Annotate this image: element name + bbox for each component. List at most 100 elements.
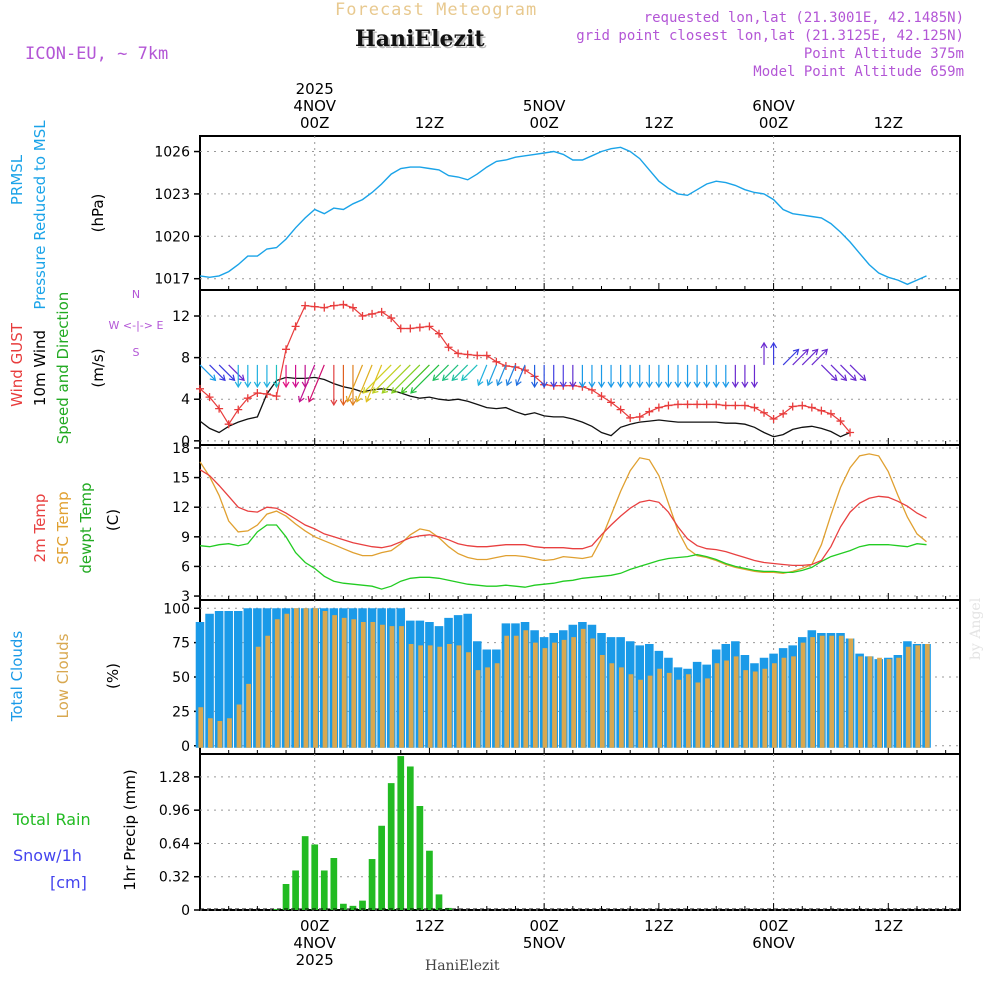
low-cloud-bar [380,624,385,748]
wind-arrow-shaft [346,364,364,402]
wind-arrow-head [645,381,653,389]
low-cloud-bar [867,656,873,748]
low-cloud-bar [705,678,710,748]
wind-arrow-head [770,341,778,349]
gust-marker [836,417,845,426]
snow-unit: [cm] [50,873,87,892]
gust-marker [750,403,759,412]
gust-marker [807,403,816,412]
low-cloud-bar [274,619,280,748]
wind-arrow-head [228,374,236,382]
wind-arrow-shaft [308,364,325,402]
total-cloud-bar [214,611,224,748]
wind-arrow-shaft [199,364,216,381]
wind-arrow-head [496,379,503,387]
wind-arrow-shaft [356,364,373,402]
low-clouds-label: Low Clouds [54,633,72,718]
gust-marker [597,392,606,401]
wind-arrow-head [703,381,711,389]
wind-arrow-head [569,381,577,389]
y-tick-label-temperature: 15 [172,471,190,487]
wind-arrow-head [840,374,848,382]
wind-arrow-head [831,374,838,382]
wind-arrow-shaft [792,349,809,366]
low-cloud-bar [800,642,806,748]
gust-marker [769,414,778,423]
bottom-time-label: 00Z [759,917,788,935]
y-tick-label-temperature: 18 [172,441,190,457]
gust-marker [788,402,797,411]
low-cloud-bar [494,663,500,748]
gust-marker [215,404,224,413]
low-cloud-bar [685,674,691,748]
low-cloud-bar [217,721,223,748]
rain-bar [359,900,366,910]
y-tick-label-clouds: 0 [181,739,190,755]
wind-arrow-head [345,395,353,403]
gust-marker [712,400,721,409]
wind-arrow-head [362,387,369,394]
snow-label: Snow/1h [13,846,82,865]
low-cloud-bar [752,671,758,748]
low-cloud-bar [198,707,204,748]
wind-arrow-shaft [496,364,507,386]
low-cloud-bar [399,626,404,748]
sfc-temp-label: SFC Temp [54,491,72,564]
rain-bar [378,825,385,910]
gust-marker [320,303,329,312]
model-label: ICON-EU, ~ 7km [25,44,169,64]
wind-arrow-head [674,381,682,389]
gust-marker [798,401,807,410]
wind-arrow-head [209,374,217,382]
wind-arrow-shaft [451,364,469,381]
wind-arrow-head [391,387,398,394]
wind-arrow-head [655,381,663,389]
low-cloud-bar [207,718,213,748]
low-cloud-bar [657,668,663,748]
low-cloud-bar [466,652,471,748]
rain-bar [330,858,338,910]
gust-marker [511,362,520,371]
top-time-label: 2025 [296,80,334,98]
wind-arrow-head [371,387,379,394]
rain-bar [273,908,280,910]
bottom-time-label: 00Z [300,917,329,935]
wind-arrow-shaft [432,364,449,381]
gust-marker [779,409,788,418]
wind-arrow-head [684,381,692,389]
rain-bar [311,844,319,910]
gust-marker [339,300,348,309]
gust-label: Wind GUST [8,322,26,407]
y-tick-label-pressure: 1023 [154,187,190,203]
low-cloud-bar [819,635,825,748]
total-rain-label: Total Rain [12,810,91,829]
gust-marker [387,314,396,323]
panel-frame-pressure [199,135,961,291]
gust-marker [645,407,654,416]
gust-marker [243,394,252,403]
wind-arrow-head [292,381,300,389]
top-time-label: 12Z [644,114,673,132]
top-time-label: 00Z [300,114,329,132]
wind-arrow-head [461,374,468,382]
compass-south: S [133,346,140,359]
wind-arrow-head [859,374,867,382]
bottom-time-label: 6NOV [752,934,795,952]
low-cloud-bar [848,638,854,748]
bottom-time-label: 12Z [874,917,903,935]
wind-arrow-head [505,379,513,387]
y-tick-label-precip: 0.96 [159,803,190,819]
gust-marker [444,343,453,352]
wind-arrow-shaft [830,364,847,381]
low-cloud-bar [475,670,481,748]
wind-arrow-head [476,379,484,387]
low-cloud-bar [246,683,251,748]
y-tick-label-temperature: 3 [181,589,190,605]
gust-marker [760,408,769,417]
y-tick-label-clouds: 50 [172,670,190,686]
low-cloud-bar [781,657,787,748]
wind-arrow-head [664,381,672,389]
low-cloud-bar [676,679,682,748]
gust-marker [702,400,711,409]
top-time-label: 12Z [874,114,903,132]
